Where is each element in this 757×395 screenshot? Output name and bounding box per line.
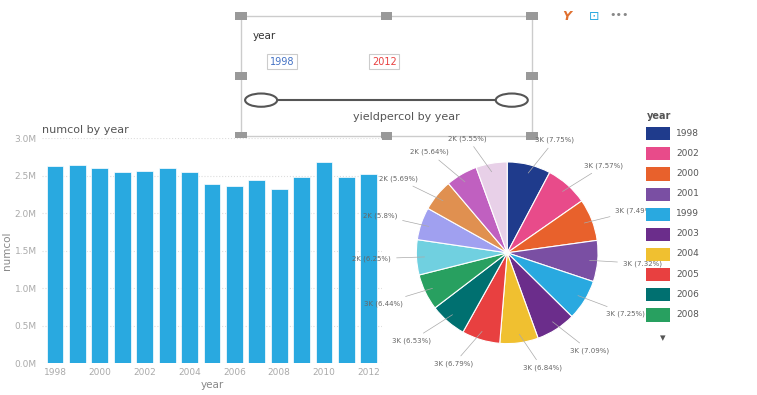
Wedge shape — [435, 253, 507, 332]
FancyBboxPatch shape — [241, 16, 532, 136]
Bar — [181, 172, 198, 363]
Bar — [316, 162, 332, 363]
Wedge shape — [500, 253, 538, 344]
Wedge shape — [507, 253, 572, 338]
Wedge shape — [507, 240, 598, 282]
Bar — [235, 72, 247, 80]
Wedge shape — [507, 253, 593, 316]
Text: 2K (5.64%): 2K (5.64%) — [410, 149, 465, 182]
Text: ▾: ▾ — [659, 333, 665, 343]
Text: 2005: 2005 — [676, 270, 699, 278]
Bar — [293, 177, 310, 363]
Text: 2K (5.69%): 2K (5.69%) — [378, 176, 443, 201]
Bar — [646, 167, 670, 181]
Bar — [646, 248, 670, 261]
Bar — [646, 127, 670, 140]
Text: 3K (6.44%): 3K (6.44%) — [363, 288, 432, 307]
Text: yieldpercol by year: yieldpercol by year — [353, 112, 459, 122]
X-axis label: year: year — [201, 380, 223, 390]
Bar — [381, 132, 392, 140]
Bar — [248, 180, 265, 363]
Bar — [646, 147, 670, 160]
Text: 1999: 1999 — [676, 209, 699, 218]
Bar — [69, 165, 86, 363]
Bar — [114, 172, 131, 363]
Text: 3K (6.53%): 3K (6.53%) — [392, 315, 453, 344]
Text: year: year — [252, 32, 276, 41]
Bar — [271, 188, 288, 363]
Text: 2012: 2012 — [372, 56, 397, 67]
Bar — [338, 177, 355, 363]
Bar — [646, 308, 670, 322]
Text: •••: ••• — [609, 10, 629, 20]
Text: 2006: 2006 — [676, 290, 699, 299]
Circle shape — [496, 94, 528, 107]
Bar — [646, 228, 670, 241]
Bar — [235, 12, 247, 20]
Text: 3K (7.57%): 3K (7.57%) — [562, 162, 623, 192]
Wedge shape — [507, 173, 581, 253]
Bar — [646, 288, 670, 301]
Wedge shape — [428, 184, 507, 253]
Text: 1998: 1998 — [269, 56, 294, 67]
Text: 3K (7.75%): 3K (7.75%) — [528, 137, 575, 173]
Text: 2001: 2001 — [676, 189, 699, 198]
Text: ⊡: ⊡ — [589, 10, 600, 23]
Text: 1998: 1998 — [676, 129, 699, 137]
Circle shape — [245, 94, 277, 107]
Text: 2008: 2008 — [676, 310, 699, 319]
Bar — [646, 208, 670, 221]
Text: 2K (5.8%): 2K (5.8%) — [363, 212, 428, 226]
Text: 3K (7.49%): 3K (7.49%) — [584, 207, 655, 223]
Bar — [47, 166, 64, 363]
Wedge shape — [448, 167, 507, 253]
Bar — [204, 184, 220, 363]
Wedge shape — [463, 253, 507, 343]
Text: numcol by year: numcol by year — [42, 125, 129, 135]
Text: 3K (7.09%): 3K (7.09%) — [553, 322, 609, 354]
Text: 2K (5.55%): 2K (5.55%) — [448, 135, 492, 172]
Text: 2K (6.25%): 2K (6.25%) — [352, 256, 425, 262]
Text: 2002: 2002 — [676, 149, 699, 158]
Text: year: year — [646, 111, 671, 120]
Wedge shape — [476, 162, 507, 253]
Text: 2004: 2004 — [676, 250, 699, 258]
Text: Y: Y — [562, 10, 571, 23]
Wedge shape — [507, 162, 550, 253]
Text: 3K (7.32%): 3K (7.32%) — [590, 260, 662, 267]
Bar — [526, 12, 538, 20]
Text: 2000: 2000 — [676, 169, 699, 178]
Bar — [136, 171, 153, 363]
Wedge shape — [419, 253, 507, 308]
Wedge shape — [417, 209, 507, 253]
Text: 3K (7.25%): 3K (7.25%) — [578, 295, 645, 317]
Bar — [226, 186, 243, 363]
Text: 3K (6.84%): 3K (6.84%) — [519, 334, 562, 371]
Wedge shape — [416, 240, 507, 275]
Bar — [526, 132, 538, 140]
Y-axis label: numcol: numcol — [2, 231, 12, 270]
Bar — [381, 12, 392, 20]
Text: 2003: 2003 — [676, 229, 699, 238]
Bar — [92, 167, 108, 363]
Bar — [360, 174, 377, 363]
Bar — [159, 167, 176, 363]
Bar — [646, 268, 670, 281]
Bar — [235, 132, 247, 140]
Text: 3K (6.79%): 3K (6.79%) — [435, 331, 482, 367]
Wedge shape — [507, 201, 597, 253]
Bar — [646, 188, 670, 201]
Bar — [526, 72, 538, 80]
